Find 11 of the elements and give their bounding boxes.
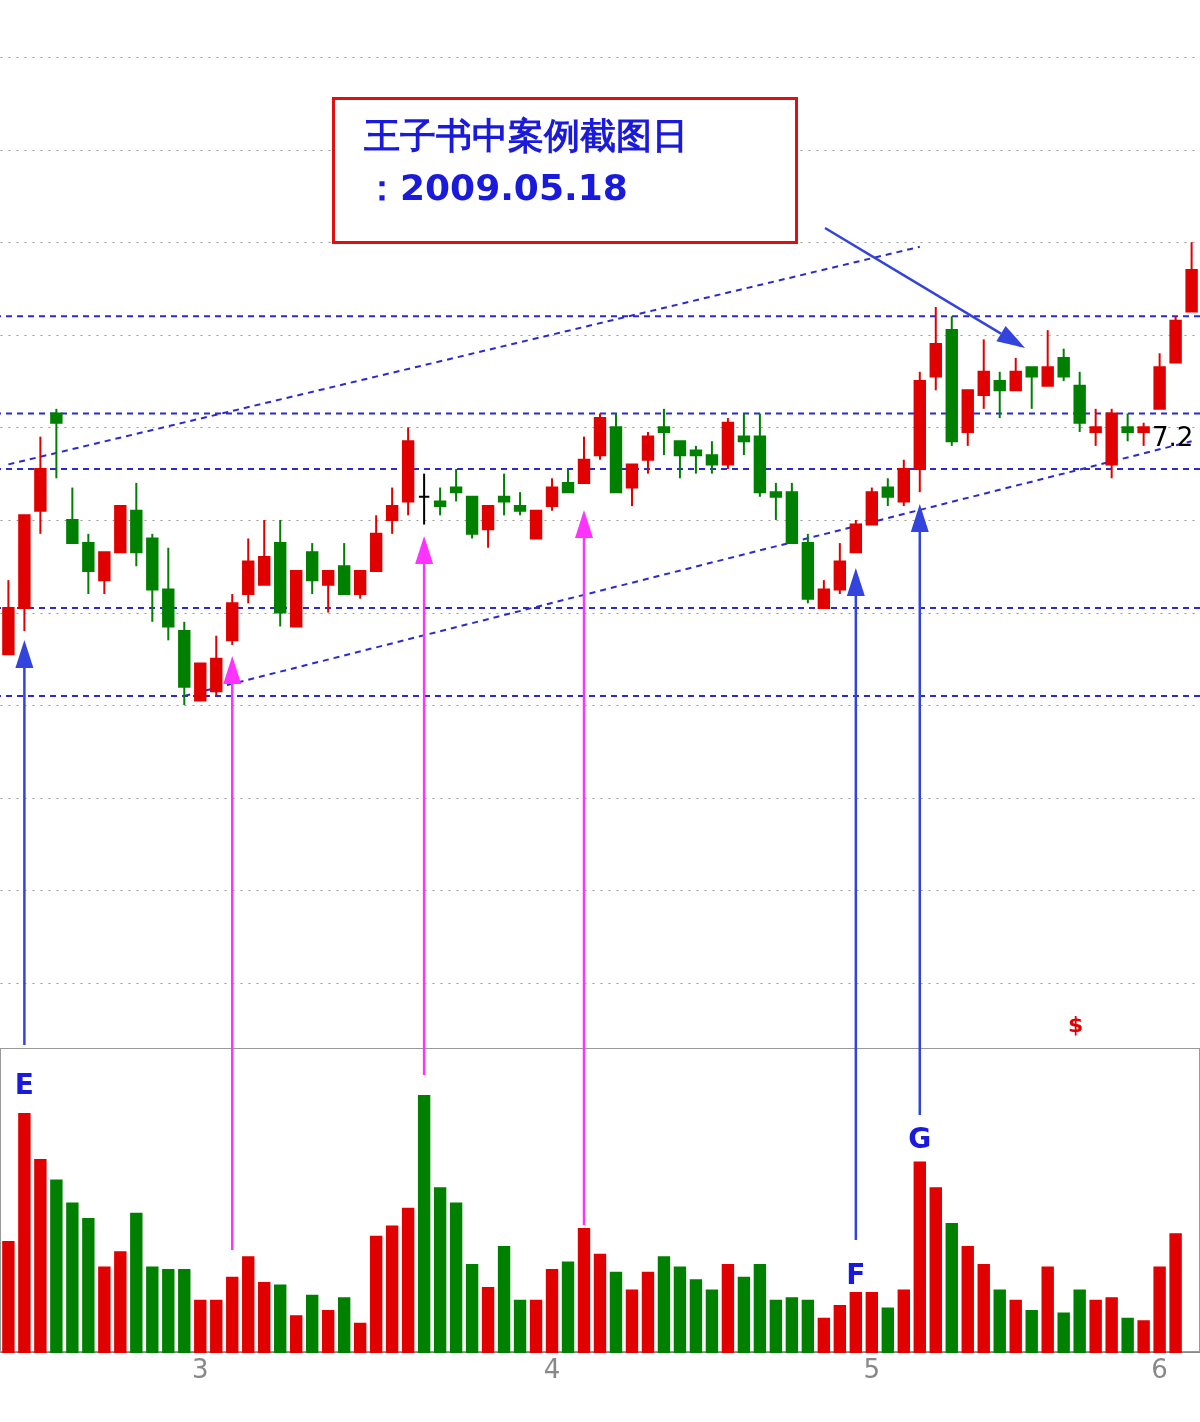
text: ：2009.05.18 (364, 166, 628, 210)
annotation: G (907, 1122, 933, 1155)
annotation: F (845, 1258, 867, 1291)
x-tick-label: 5 (863, 1353, 881, 1384)
x-tick-label: 6 (1151, 1353, 1168, 1384)
annotation: E (13, 1068, 35, 1101)
text: 王子书中案例截图日 (364, 114, 688, 158)
annotation: 7.2 (1152, 422, 1194, 452)
x-tick-label: 4 (543, 1353, 561, 1384)
x-tick-label: 3 (191, 1353, 209, 1384)
text: $ (1068, 1012, 1084, 1037)
